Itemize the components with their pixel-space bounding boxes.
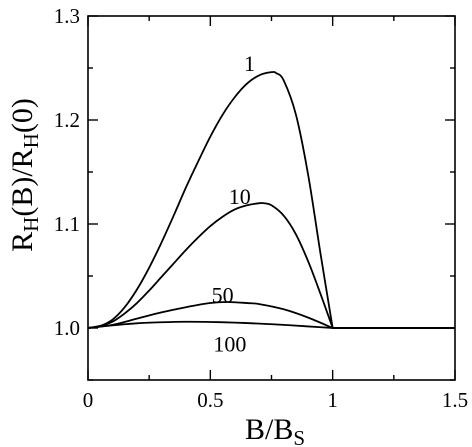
series-line-10 (87, 202, 455, 329)
series-label-50: 50 (212, 283, 234, 308)
series-line-50 (87, 301, 455, 329)
x-tick-label: 1.5 (442, 388, 468, 412)
x-tick-label: 0.5 (197, 388, 223, 412)
x-axis-title: B/BS (245, 413, 305, 447)
x-tick-label: 1 (327, 388, 338, 412)
series-label-10: 10 (229, 184, 251, 209)
x-tick-label: 0 (83, 388, 94, 412)
series-line-100 (87, 320, 455, 329)
tick-labels: 0 0.5 1 1.5 1.0 1.1 1.2 1.3 (54, 4, 468, 412)
series-label-100: 100 (213, 332, 246, 357)
y-axis-title: RH(B)/RH(0) (6, 98, 43, 252)
series-line-1 (87, 71, 455, 329)
tick-marks (87, 15, 456, 381)
series-annotations: 1 10 50 100 (212, 51, 255, 357)
y-tick-label: 1.0 (54, 316, 80, 340)
plot-frame (87, 15, 456, 381)
y-tick-label: 1.2 (54, 108, 80, 132)
plot-area: 1 10 50 100 (87, 15, 456, 381)
y-tick-label: 1.3 (54, 4, 80, 28)
y-tick-label: 1.1 (54, 212, 80, 236)
series-lines (87, 71, 455, 329)
series-label-1: 1 (244, 51, 255, 76)
